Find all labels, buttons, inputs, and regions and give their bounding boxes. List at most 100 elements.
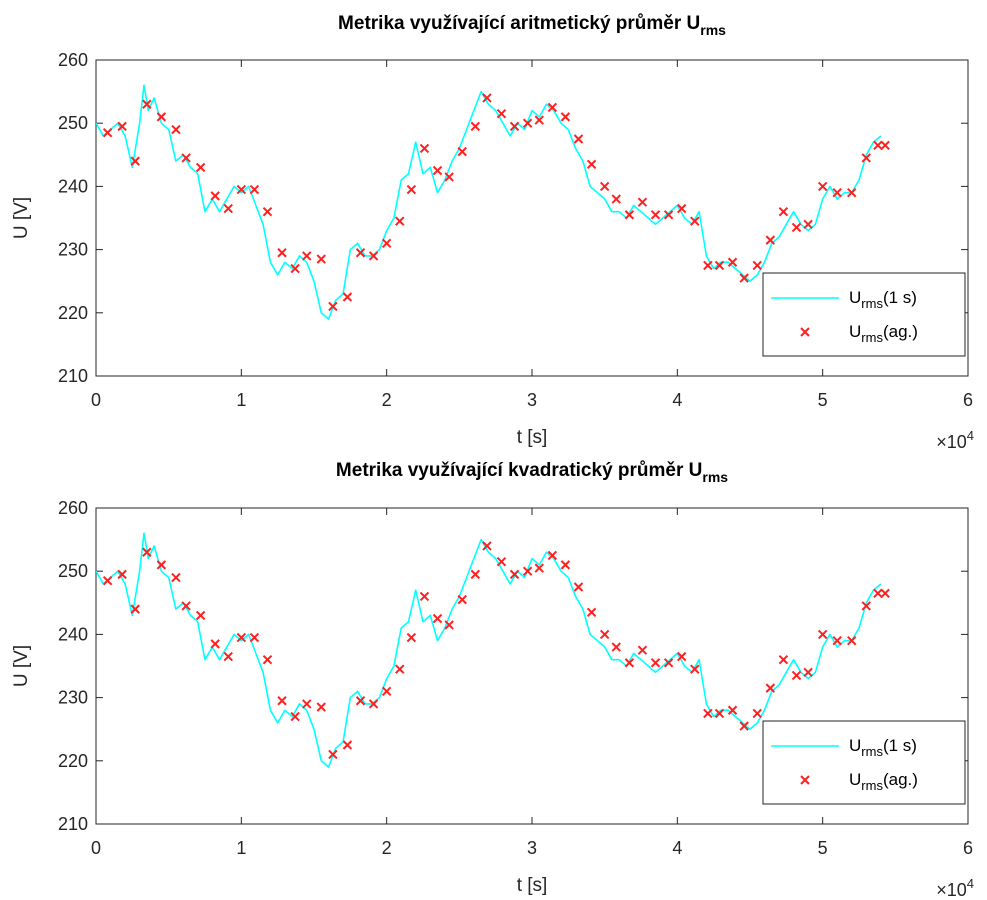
series-marker-ag [690, 216, 700, 226]
series-marker-ag [522, 118, 533, 128]
series-marker-ag [181, 601, 191, 611]
x-tick-label: 0 [91, 838, 101, 858]
series-marker-ag [676, 651, 687, 662]
series-marker-ag [302, 251, 312, 261]
series-marker-ag [381, 238, 392, 248]
series-marker-ag [663, 658, 674, 668]
series-marker-ag [624, 210, 635, 220]
series-marker-ag [714, 708, 725, 719]
y-tick-label: 240 [58, 624, 88, 644]
legend-label: Urms(ag.) [849, 322, 918, 345]
series-marker-ag [560, 560, 571, 570]
series-marker-ag [676, 203, 687, 214]
series-marker-ag [534, 563, 544, 573]
series-marker-ag [496, 109, 507, 119]
series-marker-ag [130, 156, 140, 166]
series-marker-ag [328, 301, 338, 312]
y-tick-label: 210 [58, 814, 88, 834]
legend: Urms(1 s) Urms(ag.) [762, 272, 966, 357]
series-marker-ag [368, 251, 379, 261]
series-marker-ag [130, 604, 140, 614]
series-marker-ag [611, 194, 622, 204]
series-marker-ag [142, 547, 152, 557]
series-marker-ag [739, 721, 749, 731]
series-marker-ag [444, 172, 454, 182]
series-marker-ag [752, 708, 762, 719]
series-marker-ag [637, 645, 648, 655]
series-marker-ag [171, 572, 181, 583]
series-marker-ag [117, 569, 127, 580]
series-marker-ag [847, 636, 857, 646]
series-marker-ag [419, 591, 430, 602]
series-marker-ag [547, 550, 558, 561]
series-marker-ag [223, 651, 233, 662]
legend-label: Urms(1 s) [849, 288, 917, 311]
series-marker-ag [156, 560, 167, 570]
series-marker-ag [752, 260, 762, 271]
series-marker-ag [316, 702, 326, 712]
series-marker-ag [832, 636, 842, 646]
series-marker-ag [419, 143, 430, 154]
series-marker-ag [355, 248, 366, 258]
series-marker-ag [509, 569, 520, 580]
series-marker-ag [249, 184, 260, 195]
series-marker-ag [817, 629, 828, 640]
series-marker-ag [210, 191, 220, 201]
chart-panel-2: Metrika využívající kvadratický průměr U… [11, 460, 974, 900]
y-axis-label: U [V] [11, 197, 32, 239]
series-line-1s [96, 532, 882, 768]
y-tick-label: 260 [58, 498, 88, 518]
series-marker-ag [778, 654, 789, 665]
series-marker-ag [482, 541, 492, 551]
series-marker-ag [395, 216, 405, 226]
series-marker-ag [765, 683, 776, 693]
series-marker-ag [342, 292, 353, 302]
series-marker-ag [302, 699, 312, 709]
series-marker-ag [690, 664, 700, 674]
series-marker-ag [195, 162, 206, 173]
series-marker-ag [534, 115, 544, 125]
series-marker-ag [880, 140, 890, 151]
series-marker-ag [236, 184, 247, 195]
series-marker-ag [249, 632, 260, 643]
series-marker-ag [316, 254, 326, 264]
y-tick-label: 230 [58, 688, 88, 708]
x-tick-label: 1 [236, 838, 246, 858]
series-marker-ag [328, 749, 338, 760]
series-marker-ag [832, 188, 842, 198]
series-marker-ag [210, 639, 220, 649]
x-tick-label: 4 [672, 390, 682, 410]
series-marker-ag [573, 134, 584, 144]
series-marker-ag [355, 696, 366, 706]
y-tick-label: 260 [58, 50, 88, 70]
series-marker-ag [880, 588, 890, 599]
y-tick-label: 230 [58, 240, 88, 260]
series-marker-ag [457, 146, 467, 157]
x-tick-label: 6 [963, 838, 973, 858]
x-tick-label: 2 [382, 838, 392, 858]
series-marker-ag [847, 188, 857, 198]
series-marker-ag [223, 203, 233, 214]
series-marker-ag [290, 711, 300, 722]
series-marker-ag [496, 557, 507, 567]
series-marker-ag [432, 165, 443, 176]
series-marker-ag [637, 197, 648, 207]
x-tick-label: 5 [818, 838, 828, 858]
series-marker-ag [236, 632, 247, 643]
series-marker-ag [142, 99, 152, 109]
x-axis-label: t [s] [517, 875, 548, 896]
series-marker-ag [381, 686, 392, 696]
legend-box [762, 272, 966, 357]
data-layer [96, 532, 890, 768]
x-tick-label: 6 [963, 390, 973, 410]
series-marker-ag [714, 260, 725, 271]
y-tick-label: 250 [58, 113, 88, 133]
series-marker-ag [547, 102, 558, 113]
series-marker-ag [586, 159, 597, 169]
x-tick-label: 1 [236, 390, 246, 410]
series-marker-ag [650, 210, 661, 220]
legend: Urms(1 s) Urms(ag.) [762, 720, 966, 805]
data-layer [96, 84, 890, 320]
series-marker-ag [262, 206, 273, 217]
